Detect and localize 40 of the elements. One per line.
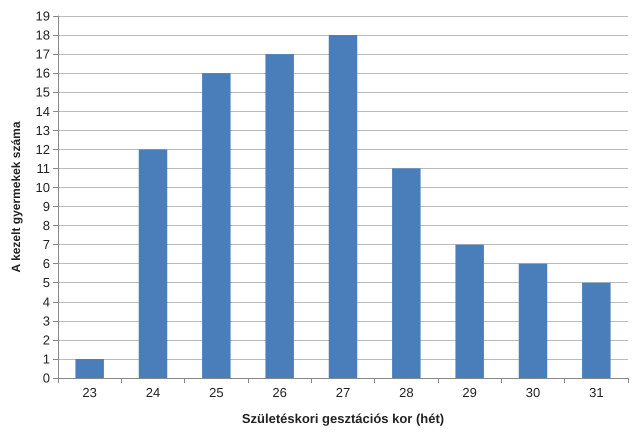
y-tick-label: 11 [36, 160, 50, 176]
y-tick-label: 17 [36, 46, 50, 62]
bar [455, 244, 484, 378]
y-tick-label: 0 [42, 370, 50, 386]
bar [328, 35, 358, 378]
y-tick-label: 4 [42, 294, 50, 310]
x-tick-label: 28 [399, 385, 414, 400]
x-tick-label: 23 [82, 385, 97, 400]
bar [518, 264, 548, 378]
y-tick-label: 18 [36, 28, 50, 43]
y-tick-label: 6 [42, 256, 50, 272]
y-tick-label: 9 [42, 199, 50, 214]
y-tick-label: 12 [36, 142, 50, 157]
y-axis-title: A kezelt gyermekek száma [9, 121, 23, 272]
y-tick-label: 8 [42, 218, 50, 234]
x-tick-label: 31 [589, 385, 604, 400]
x-tick-label: 26 [272, 385, 287, 400]
y-tick-label: 2 [42, 332, 50, 348]
bar [582, 282, 611, 378]
x-tick-label: 30 [526, 385, 540, 400]
x-tick-label: 29 [462, 385, 477, 400]
y-tick-label: 14 [36, 104, 50, 119]
y-tick-label: 10 [36, 180, 50, 195]
y-tick-label: 19 [36, 8, 50, 24]
x-tick-label: 27 [336, 385, 350, 400]
bar [75, 358, 104, 378]
y-tick-label: 15 [36, 84, 50, 100]
y-tick-label: 3 [42, 313, 50, 328]
y-tick-label: 5 [42, 275, 50, 290]
y-tick-label: 13 [36, 122, 50, 138]
bar [265, 54, 294, 378]
y-tick-label: 16 [36, 66, 50, 81]
bar [392, 168, 421, 378]
bar [202, 73, 231, 378]
y-tick-label: 1 [42, 351, 50, 366]
bar [138, 149, 168, 378]
x-tick-label: 24 [146, 385, 160, 400]
x-tick-label: 25 [209, 385, 224, 400]
y-tick-label: 7 [42, 237, 50, 252]
x-axis-title: Születéskori gesztációs kor (hét) [242, 411, 444, 426]
